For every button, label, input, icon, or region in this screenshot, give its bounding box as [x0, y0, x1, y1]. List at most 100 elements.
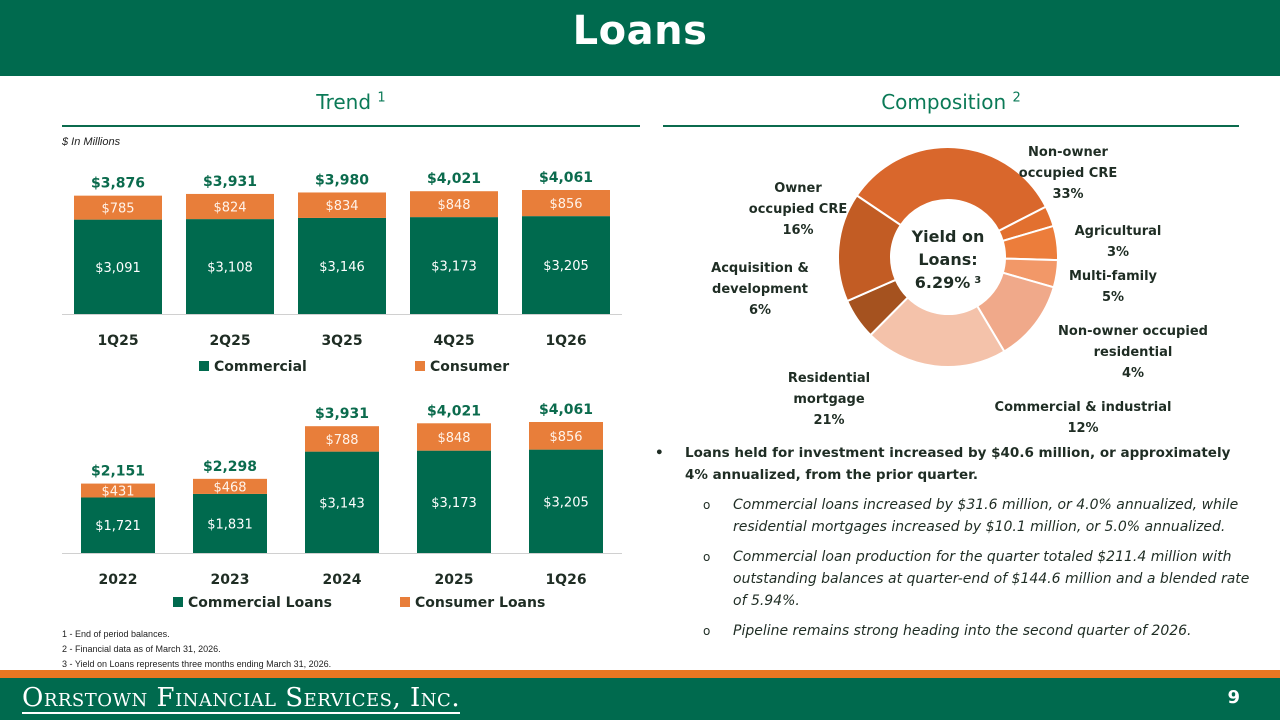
x-tick-label: 1Q25 — [97, 333, 138, 349]
legend-swatch — [415, 361, 425, 371]
bar-segment — [74, 219, 162, 314]
composition-heading: Composition 2 — [663, 90, 1239, 114]
bar-value-label: $3,143 — [319, 496, 365, 511]
trend-heading-sup: 1 — [377, 90, 386, 106]
bar-value-label: $1,721 — [95, 519, 141, 534]
bar-segment — [298, 192, 386, 218]
slice-label: Owner occupied CRE 16% — [749, 181, 847, 238]
bar-segment — [305, 451, 379, 553]
sub-bullet-text: Commercial loans increased by $31.6 mill… — [733, 497, 1239, 535]
x-tick-label: 2024 — [323, 572, 362, 588]
bar-segment — [193, 493, 267, 553]
page-number: 9 — [1227, 687, 1240, 708]
bar-total-label: $2,298 — [203, 459, 257, 475]
bar-value-label: $3,108 — [207, 261, 253, 276]
bar-total-label: $4,021 — [427, 171, 481, 187]
bar-value-label: $3,205 — [543, 495, 589, 510]
x-tick-label: 2025 — [435, 572, 474, 588]
bar-segment — [186, 193, 274, 220]
bar-value-label: $3,173 — [431, 496, 477, 511]
bar-value-label: $3,205 — [543, 259, 589, 274]
page-title: Loans — [572, 8, 708, 54]
x-tick-label: 1Q26 — [545, 333, 586, 349]
legend-label: Consumer — [430, 359, 509, 375]
bar-total-label: $4,061 — [539, 170, 593, 186]
bar-value-label: $3,146 — [319, 260, 365, 275]
bar-segment — [529, 422, 603, 450]
bar-total-label: $4,061 — [539, 402, 593, 418]
legend-label: Consumer Loans — [415, 595, 545, 611]
bar-segment — [410, 191, 498, 218]
sub-bullet: o Commercial loan production for the qua… — [655, 546, 1255, 612]
slice-label: Non-owner occupied residential 4% — [1058, 324, 1208, 381]
main-bullet: • Loans held for investment increased by… — [655, 442, 1255, 486]
bar-segment — [522, 190, 610, 217]
donut-center-label: Yield on Loans: 6.29% 3 — [911, 227, 985, 292]
trend-heading-text: Trend — [316, 90, 372, 114]
slice-label: Non-owner occupied CRE 33% — [1019, 145, 1117, 202]
trend-rule — [62, 125, 640, 127]
bar-value-label: $856 — [549, 197, 582, 212]
composition-rule — [663, 125, 1239, 127]
legend-label: Commercial — [214, 359, 307, 375]
legend-label: Commercial Loans — [188, 595, 332, 611]
slice-label: Multi-family 5% — [1069, 269, 1158, 305]
bar-total-label: $3,980 — [315, 172, 369, 188]
hollow-circle-icon: o — [703, 624, 711, 638]
bar-total-label: $3,876 — [91, 176, 145, 192]
slice-label: Agricultural 3% — [1075, 224, 1162, 260]
x-tick-label: 1Q26 — [545, 572, 586, 588]
main-bullet-text: Loans held for investment increased by $… — [685, 445, 1231, 483]
quarterly-loans-chart: $3,091 $785 $3,876 1Q25 $3,108 $824 $3,931 2Q25… — [62, 170, 622, 375]
bar-total-label: $3,931 — [203, 174, 257, 190]
donut-slice — [837, 194, 903, 303]
footer-accent-band — [0, 670, 1280, 678]
hollow-circle-icon: o — [703, 550, 711, 564]
bar-segment — [410, 217, 498, 314]
bar-total-label: $2,151 — [91, 464, 145, 480]
x-tick-label: 2022 — [99, 572, 138, 588]
bar-segment — [417, 450, 491, 553]
bar-segment — [522, 216, 610, 314]
legend-swatch — [173, 597, 183, 607]
bar-value-label: $848 — [437, 431, 470, 446]
donut-slice — [869, 296, 1006, 368]
sub-bullet-text: Commercial loan production for the quart… — [733, 549, 1250, 609]
sub-bullet: o Commercial loans increased by $31.6 mi… — [655, 494, 1255, 538]
trend-heading: Trend 1 — [62, 90, 640, 114]
bar-value-label: $824 — [213, 201, 246, 216]
footnotes: 1 - End of period balances. 2 - Financia… — [62, 627, 331, 672]
loan-composition-donut: Non-owner occupied CRE 33% Agricultural 3% Mu… — [711, 145, 1208, 436]
units-note: $ In Millions — [62, 136, 121, 148]
legend-swatch — [199, 361, 209, 371]
footnote: 3 - Yield on Loans represents three mont… — [62, 659, 332, 669]
composition-heading-text: Composition — [881, 90, 1007, 114]
x-tick-label: 2023 — [211, 572, 250, 588]
donut-slice — [855, 146, 1048, 233]
sub-bullet-text: Pipeline remains strong heading into the… — [733, 623, 1192, 639]
bar-total-label: $4,021 — [427, 403, 481, 419]
bar-segment — [417, 423, 491, 451]
bar-value-label: $856 — [549, 430, 582, 445]
footnote: 2 - Financial data as of March 31, 2026. — [62, 644, 221, 654]
hollow-circle-icon: o — [703, 498, 711, 512]
bar-value-label: $468 — [213, 480, 246, 495]
bar-value-label: $834 — [325, 199, 358, 214]
bar-segment — [74, 195, 162, 220]
bar-segment — [298, 217, 386, 314]
bar-value-label: $1,831 — [207, 517, 253, 532]
title-bar: Loans — [0, 0, 1280, 76]
composition-heading-sup: 2 — [1012, 90, 1021, 106]
sub-bullet: o Pipeline remains strong heading into t… — [655, 620, 1255, 642]
annual-loans-chart: $1,721 $431 $2,151 2022 $1,831 $468 $2,298 2023… — [62, 402, 622, 611]
bar-segment — [186, 219, 274, 314]
commentary: • Loans held for investment increased by… — [655, 442, 1255, 642]
bar-segment — [305, 426, 379, 452]
bar-value-label: $848 — [437, 198, 470, 213]
bar-segment — [81, 483, 155, 498]
bullet-dot-icon: • — [655, 445, 664, 461]
bar-value-label: $3,091 — [95, 261, 141, 276]
bar-total-label: $3,931 — [315, 406, 369, 422]
bar-segment — [193, 478, 267, 494]
bar-segment — [81, 497, 155, 553]
